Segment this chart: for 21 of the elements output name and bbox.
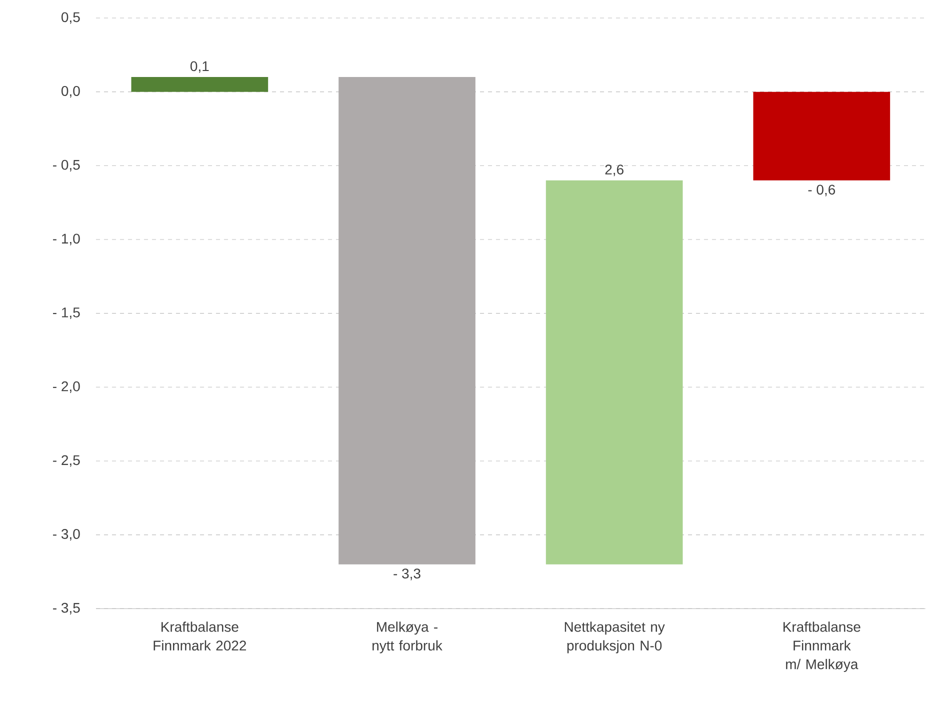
- y-tick-label: 0,0: [61, 86, 80, 98]
- x-tick-label: Nettkapasitet ny produksjon N-0: [564, 622, 665, 654]
- bar: [131, 77, 268, 92]
- y-tick-label: 0,5: [61, 12, 80, 24]
- data-label: - 0,6: [808, 184, 836, 196]
- x-tick-label: Melkøya - nytt forbruk: [372, 622, 442, 654]
- y-tick-label: - 2,0: [53, 381, 80, 393]
- data-label: - 3,3: [394, 568, 420, 580]
- x-tick-label: Kraftbalanse Finnmark 2022: [154, 622, 246, 651]
- y-tick-label: - 0,5: [53, 160, 80, 172]
- y-tick-label: - 3,5: [53, 602, 80, 614]
- bar: [546, 180, 683, 564]
- data-label: 2,6: [605, 164, 624, 176]
- y-tick-label: - 1,0: [53, 234, 80, 246]
- y-tick-label: - 1,5: [53, 308, 80, 320]
- x-tick-label: Kraftbalanse Finnmark m/ Melkøya: [784, 622, 860, 672]
- y-tick-label: - 2,5: [53, 455, 80, 467]
- bar: [753, 92, 890, 180]
- bar: [338, 77, 476, 564]
- y-tick-label: - 3,0: [53, 529, 80, 541]
- data-label: 0,1: [190, 61, 209, 73]
